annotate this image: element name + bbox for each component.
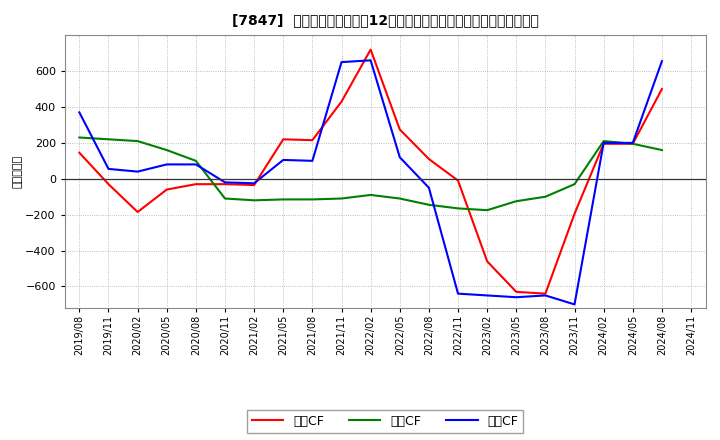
投賃CF (657, 147, 666, 153)
投賃CF (454, 206, 462, 211)
フリCF (104, 166, 113, 172)
投賃CF (541, 194, 550, 199)
フリCF (570, 302, 579, 307)
フリCF (163, 162, 171, 167)
投賃CF (425, 202, 433, 207)
営業CF (75, 150, 84, 155)
投賃CF (163, 147, 171, 153)
投賃CF (395, 196, 404, 201)
営業CF (192, 182, 200, 187)
営業CF (133, 209, 142, 215)
投賃CF (133, 139, 142, 144)
営業CF (657, 86, 666, 92)
フリCF (599, 140, 608, 146)
営業CF (220, 182, 229, 187)
投賃CF (629, 141, 637, 147)
営業CF (337, 99, 346, 104)
フリCF (75, 110, 84, 115)
フリCF (657, 59, 666, 64)
フリCF (512, 295, 521, 300)
投賃CF (570, 182, 579, 187)
投賃CF (366, 192, 375, 198)
投賃CF (279, 197, 287, 202)
フリCF (629, 140, 637, 146)
営業CF (395, 127, 404, 132)
フリCF (308, 158, 317, 164)
営業CF (366, 47, 375, 52)
Title: [7847]  キャッシュフローの12か月移動合計の対前年同期増減額の推移: [7847] キャッシュフローの12か月移動合計の対前年同期増減額の推移 (232, 13, 539, 27)
フリCF (279, 157, 287, 162)
投賃CF (308, 197, 317, 202)
フリCF (133, 169, 142, 174)
投賃CF (192, 158, 200, 164)
フリCF (192, 162, 200, 167)
投賃CF (337, 196, 346, 201)
フリCF (395, 154, 404, 160)
営業CF (483, 259, 492, 264)
フリCF (483, 293, 492, 298)
フリCF (220, 180, 229, 185)
営業CF (541, 291, 550, 296)
営業CF (163, 187, 171, 192)
営業CF (512, 289, 521, 294)
投賃CF (220, 196, 229, 201)
営業CF (250, 183, 258, 188)
営業CF (308, 138, 317, 143)
フリCF (366, 58, 375, 63)
Line: 投賃CF: 投賃CF (79, 137, 662, 210)
投賃CF (599, 139, 608, 144)
フリCF (454, 291, 462, 296)
Line: 営業CF: 営業CF (79, 50, 662, 293)
営業CF (599, 141, 608, 147)
営業CF (570, 211, 579, 216)
Legend: 営業CF, 投賃CF, フリCF: 営業CF, 投賃CF, フリCF (247, 410, 523, 433)
営業CF (104, 182, 113, 187)
営業CF (629, 141, 637, 147)
営業CF (425, 156, 433, 161)
投賃CF (512, 198, 521, 204)
フリCF (541, 293, 550, 298)
Y-axis label: （百万円）: （百万円） (12, 155, 22, 188)
投賃CF (483, 208, 492, 213)
Line: フリCF: フリCF (79, 60, 662, 304)
営業CF (454, 178, 462, 183)
営業CF (279, 137, 287, 142)
投賃CF (75, 135, 84, 140)
フリCF (425, 185, 433, 191)
フリCF (337, 59, 346, 65)
投賃CF (104, 137, 113, 142)
フリCF (250, 181, 258, 186)
投賃CF (250, 198, 258, 203)
